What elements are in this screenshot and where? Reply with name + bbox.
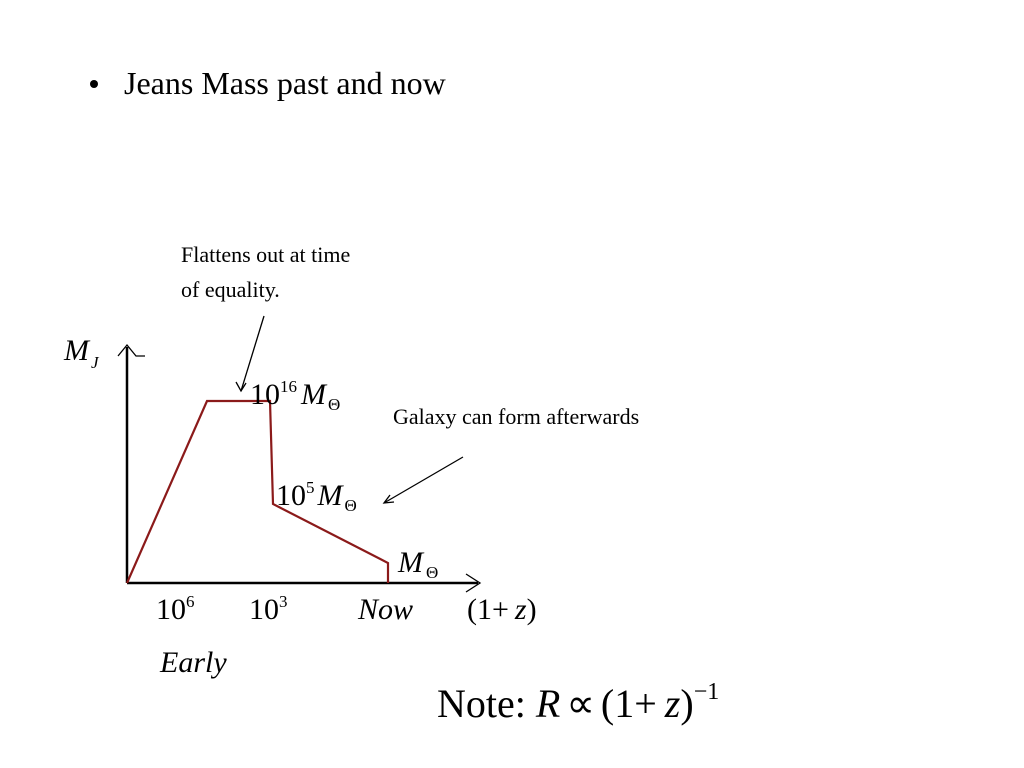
annotation-line: Galaxy can form afterwards	[393, 404, 639, 429]
note-label: Note:	[437, 681, 526, 726]
note-var: R	[535, 681, 560, 726]
x-label-exp: 3	[279, 592, 288, 611]
level-unit-sub: Θ	[345, 496, 357, 515]
jeans-mass-curve	[125, 399, 390, 584]
level-unit: M	[300, 378, 328, 411]
level-exp: 5	[306, 478, 315, 497]
x-label-base: 10	[249, 593, 279, 626]
annotation-line: Flattens out at time	[181, 242, 350, 267]
axes	[125, 347, 478, 585]
annotation-line: of equality.	[181, 277, 280, 302]
level-exp: 16	[280, 377, 297, 396]
level-unit-sub: Θ	[328, 395, 340, 414]
x-label: Now	[357, 593, 413, 626]
x-label-exp: 6	[186, 592, 195, 611]
level-base: 10	[250, 378, 280, 411]
level-label: 1016 M Θ	[250, 377, 340, 414]
bullet-text: Jeans Mass past and now	[124, 65, 446, 101]
note-exponent: −1	[694, 679, 720, 705]
early-label: Early	[159, 646, 227, 679]
bullet-dot	[90, 80, 98, 88]
level-unit-sub: Θ	[426, 563, 438, 582]
label-sub: J	[91, 353, 100, 372]
note-relation: ∝	[566, 681, 595, 726]
level-base: 10	[276, 479, 306, 512]
x-label-base: 10	[156, 593, 186, 626]
note-part: (1+	[601, 681, 657, 726]
label-base: M	[63, 334, 91, 367]
label-var: z	[514, 593, 527, 626]
note-part: )	[680, 681, 693, 726]
label-part: )	[527, 593, 537, 626]
axis-arrowheads	[117, 343, 482, 593]
x-label: 106	[156, 592, 195, 626]
level-unit: M	[397, 546, 425, 579]
level-unit: M	[317, 479, 345, 512]
label-part: (1+	[467, 593, 509, 626]
level-label: 105 M Θ	[276, 478, 357, 515]
x-axis-label: (1+ z)	[467, 593, 537, 626]
note: Note: R ∝ (1+ z)−1	[437, 679, 719, 726]
note-var: z	[664, 681, 681, 726]
x-label: 103	[249, 592, 288, 626]
annotation-arrows	[235, 315, 464, 504]
